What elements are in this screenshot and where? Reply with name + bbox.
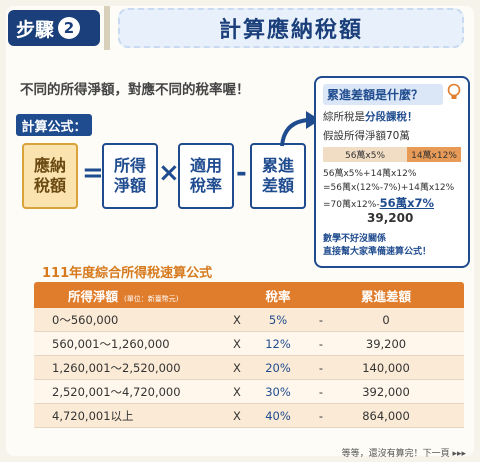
formula-box-net-income: 所得 淨額 xyxy=(102,143,158,209)
cell-rate: 20% xyxy=(265,360,291,375)
minus-sign: - xyxy=(236,158,247,188)
cell-deduction: 39,200 xyxy=(365,336,407,351)
cell-minus: - xyxy=(318,408,324,423)
cell-deduction: 140,000 xyxy=(362,360,410,375)
header-rate: 稅率 xyxy=(265,288,291,304)
split-segment-12pct: 14萬x12% xyxy=(407,147,461,162)
page-title: 計算 應納稅額 xyxy=(118,8,464,48)
table-row: 0～560,000 X 5% - 0 xyxy=(34,308,464,332)
cell-rate: 12% xyxy=(265,336,291,351)
header-income: 所得淨額 (單位：新臺幣元) xyxy=(34,286,224,305)
calc-line-1: 56萬x5%+14萬x12% xyxy=(323,169,417,179)
cell-times: X xyxy=(233,384,241,399)
cell-deduction: 0 xyxy=(382,312,390,327)
table-row: 4,720,001以上 X 40% - 864,000 xyxy=(34,404,464,428)
table-row: 560,001～1,260,000 X 12% - 39,200 xyxy=(34,332,464,356)
calculation-steps: 56萬x5%+14萬x12% =56萬x(12%-7%)+14萬x12% =70… xyxy=(323,168,461,213)
lightbulb-icon xyxy=(447,83,461,99)
title-highlight: 應納稅額 xyxy=(267,18,364,43)
table-row: 1,260,001～2,520,000 X 20% - 140,000 xyxy=(34,356,464,380)
ribbon-left xyxy=(104,6,110,50)
cell-income: 1,260,001～2,520,000 xyxy=(52,360,181,375)
calc-result: 39,200 xyxy=(367,210,414,225)
calc3-prefix: =70萬x12%- xyxy=(323,200,380,210)
cell-income: 0～560,000 xyxy=(52,312,119,327)
table-header: 所得淨額 (單位：新臺幣元) 稅率 累進差額 xyxy=(34,282,464,308)
line1-bold: 分段課稅！ xyxy=(365,111,418,123)
header-deduction: 累進差額 xyxy=(360,288,411,304)
times-sign: × xyxy=(158,158,180,188)
cell-minus: - xyxy=(318,336,324,351)
table-body: 0～560,000 X 5% - 0 560,001～1,260,000 X 1… xyxy=(34,308,464,428)
income-split-bar: 56萬x5% 14萬x12% xyxy=(323,147,461,162)
callout-title: 累進差額是什麼？ xyxy=(323,84,443,105)
next-page-hint[interactable]: 等等，還沒有算完！下一頁 ▸▸▸ xyxy=(341,449,466,459)
cell-times: X xyxy=(233,312,241,327)
cell-minus: - xyxy=(318,384,324,399)
cell-deduction: 392,000 xyxy=(362,384,410,399)
table-row: 2,520,001～4,720,000 X 30% - 392,000 xyxy=(34,380,464,404)
step-number: 2 xyxy=(58,17,81,39)
callout-line-2: 假設所得淨額70萬 xyxy=(323,130,410,142)
calc3-highlight: 56萬x7% xyxy=(379,196,435,210)
calc-line-2: =56萬x(12%-7%)+14萬x12% xyxy=(323,182,455,193)
cell-rate: 40% xyxy=(265,408,291,423)
split-segment-5pct: 56萬x5% xyxy=(323,147,407,162)
header-income-label: 所得淨額 xyxy=(68,288,119,304)
equals-sign: = xyxy=(82,158,104,188)
header-unit: (單位：新臺幣元) xyxy=(124,294,179,303)
cell-minus: - xyxy=(318,312,324,327)
table-title: 111年度綜合所得稅速算公式 xyxy=(42,266,213,281)
formula-tag: 計算公式： xyxy=(16,114,92,136)
formula-box-progressive-diff: 累進 差額 xyxy=(250,143,306,209)
callout-tip: 數學不好沒關係 直接幫大家準備速算公式！ xyxy=(323,233,461,260)
tax-rate-table: 所得淨額 (單位：新臺幣元) 稅率 累進差額 0～560,000 X 5% - 0… xyxy=(34,282,464,428)
step-tag: 步驟 2 xyxy=(8,10,100,46)
step-label: 步驟 xyxy=(16,18,55,41)
cell-times: X xyxy=(233,360,241,375)
tip-line-2: 直接幫大家準備速算公式！ xyxy=(323,247,432,257)
calc-line-3: =70萬x12%-56萬x7% xyxy=(323,195,461,213)
intro-text: 不同的所得淨額，對應不同的稅率喔！ xyxy=(20,82,250,98)
formula-box-tax-rate: 適用 稅率 xyxy=(178,143,234,209)
title-prefix: 計算 xyxy=(218,18,267,43)
curved-arrow-icon xyxy=(280,111,320,147)
cell-times: X xyxy=(233,336,241,351)
callout-line-1: 綜所稅是分段課稅！ xyxy=(323,109,461,124)
explanation-callout: 累進差額是什麼？ 綜所稅是分段課稅！ 假設所得淨額70萬 56萬x5% 14萬x… xyxy=(314,76,470,268)
cell-income: 560,001～1,260,000 xyxy=(52,336,170,351)
tip-line-1: 數學不好沒關係 xyxy=(323,233,387,244)
line1-prefix: 綜所稅是 xyxy=(323,111,365,123)
cell-rate: 5% xyxy=(268,312,288,327)
cell-minus: - xyxy=(318,360,324,375)
cell-times: X xyxy=(233,408,241,423)
formula-box-tax-payable: 應納 稅額 xyxy=(22,143,78,209)
cell-deduction: 864,000 xyxy=(362,408,410,423)
cell-income: 2,520,001～4,720,000 xyxy=(52,384,181,399)
cell-income: 4,720,001以上 xyxy=(52,408,134,423)
cell-rate: 30% xyxy=(265,384,291,399)
